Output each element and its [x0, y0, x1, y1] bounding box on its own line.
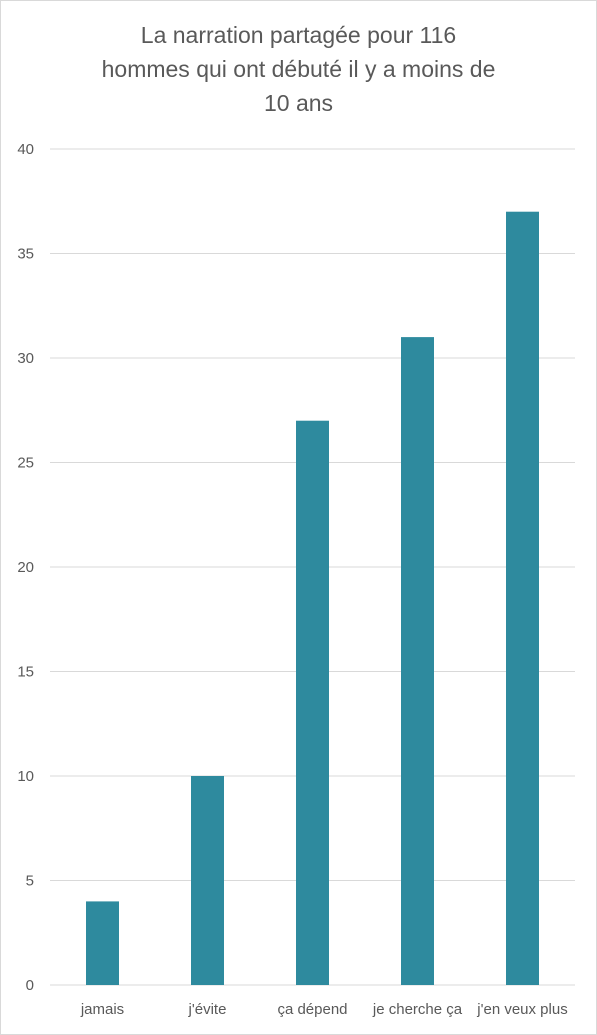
- chart-title-line-2: hommes qui ont débuté il y a moins de: [101, 56, 496, 82]
- y-axis-ticks: 0 5 10 15 20 25 30 35 40: [17, 141, 34, 994]
- y-tick-label: 35: [17, 246, 34, 263]
- bar: [191, 776, 224, 985]
- y-tick-label: 20: [17, 559, 34, 576]
- chart-title: La narration partagée pour 116 hommes qu…: [0, 18, 597, 120]
- bar: [86, 901, 119, 985]
- x-tick-label: j'évite: [188, 1001, 227, 1018]
- y-tick-label: 25: [17, 455, 34, 472]
- y-tick-label: 30: [17, 350, 34, 367]
- bar: [296, 420, 329, 985]
- y-tick-label: 5: [26, 873, 34, 890]
- x-tick-label: je cherche ça: [372, 1001, 463, 1018]
- x-tick-label: ça dépend: [277, 1001, 347, 1018]
- bars: [86, 211, 539, 986]
- y-tick-label: 0: [26, 977, 34, 994]
- bar: [506, 211, 539, 985]
- chart-title-line-3: 10 ans: [263, 90, 334, 116]
- x-tick-label: jamais: [80, 1001, 124, 1018]
- bar: [401, 337, 434, 986]
- x-axis-ticks: jamais j'évite ça dépend je cherche ça j'en …: [80, 1001, 568, 1018]
- y-tick-label: 40: [17, 141, 34, 158]
- chart-title-line-1: La narration partagée pour 116: [140, 22, 457, 48]
- x-tick-label: j'en veux plus: [476, 1001, 567, 1018]
- y-tick-label: 10: [17, 768, 34, 785]
- y-tick-label: 15: [17, 664, 34, 681]
